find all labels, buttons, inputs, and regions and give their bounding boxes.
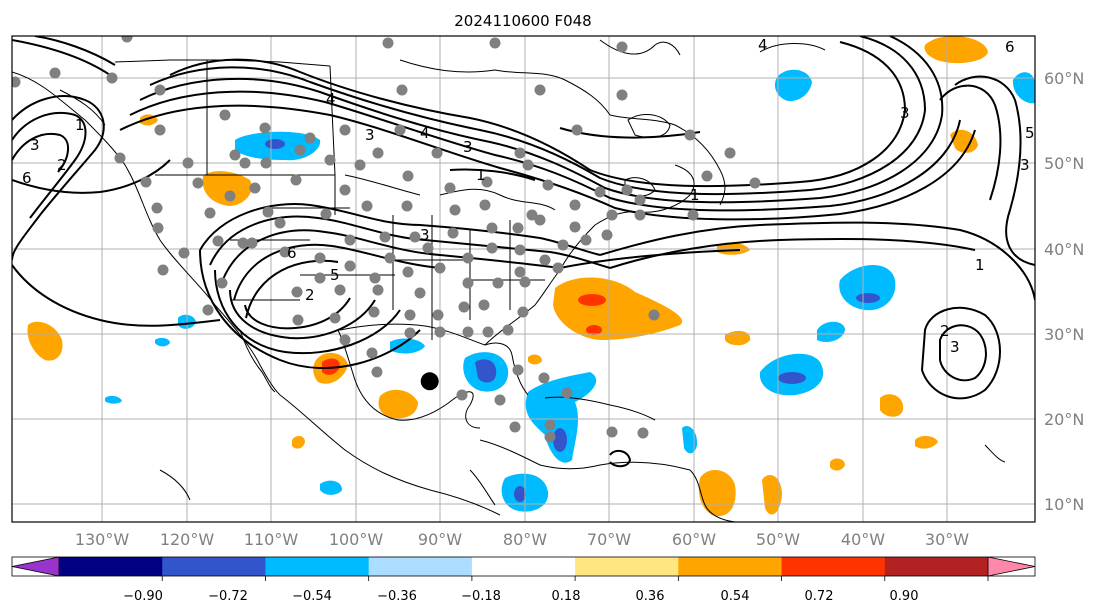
colorbar-cell (471, 557, 576, 576)
lon-tick-label: 60°W (672, 530, 716, 549)
map-panel: 6 3 2 1 4 3 3 1 3 6 5 2 4 1 4 3 1 2 3 6 (11, 35, 1036, 523)
contour-lines (12, 36, 1035, 468)
lat-axis: 60°N 50°N 40°N 30°N 20°N 10°N (1044, 69, 1084, 514)
contour-label: 3 (365, 126, 375, 144)
lon-tick-label: 40°W (841, 530, 885, 549)
lon-tick-label: 130°W (75, 530, 130, 549)
colorbar-tick-label: 0.54 (721, 589, 750, 604)
lon-tick-label: 30°W (925, 530, 969, 549)
colorbar-tick-label: −0.72 (208, 589, 248, 604)
contour-label: 4 (420, 124, 430, 142)
colorbar-tick-label: −0.54 (292, 589, 332, 604)
station-dots (12, 36, 761, 443)
colorbar-extend-low (11, 556, 60, 577)
contour-label: 3 (463, 138, 473, 156)
colorbar-cell (678, 557, 783, 576)
lon-axis: 130°W 120°W 110°W 100°W 90°W 80°W 70°W 6… (75, 530, 969, 549)
contour-label: 3 (900, 104, 910, 122)
contour-label: 3 (1020, 156, 1030, 174)
lon-tick-label: 120°W (160, 530, 215, 549)
lon-tick-label: 110°W (244, 530, 299, 549)
contour-label: 2 (57, 156, 67, 174)
contour-label: 6 (1005, 38, 1015, 56)
contour-label: 1 (690, 186, 700, 204)
lon-tick-label: 80°W (503, 530, 547, 549)
contour-label: 3 (950, 338, 960, 356)
colorbar-tick-label: −0.90 (123, 589, 163, 604)
colorbar-extend-high (987, 556, 1036, 577)
colorbar-cell (265, 557, 370, 576)
contour-label: 4 (326, 90, 336, 108)
colorbar-cell (59, 557, 163, 576)
contour-label: 3 (420, 226, 430, 244)
marked-location-dot (420, 372, 439, 391)
map-title: 2024110600 F048 (454, 12, 591, 30)
contour-label: 6 (287, 244, 297, 262)
colorbar-cell (575, 557, 679, 576)
colorbar: −0.90 −0.72 −0.54 −0.36 −0.18 0.18 0.36 … (11, 556, 1036, 604)
lon-tick-label: 50°W (756, 530, 800, 549)
colorbar-tick-label: 0.18 (552, 589, 581, 604)
lon-tick-label: 100°W (329, 530, 384, 549)
lat-tick-label: 30°N (1044, 325, 1084, 344)
colorbar-cell (368, 557, 473, 576)
colorbar-cell (884, 557, 989, 576)
lat-tick-label: 40°N (1044, 240, 1084, 259)
colorbar-tick-label: 0.72 (805, 589, 834, 604)
lat-tick-label: 10°N (1044, 495, 1084, 514)
contour-label: 5 (330, 266, 340, 284)
colorbar-tick-label: 0.36 (636, 589, 665, 604)
contour-label: 1 (75, 116, 85, 134)
contour-label: 2 (940, 322, 950, 340)
contour-label: 6 (22, 169, 32, 187)
colorbar-tick-label: −0.36 (377, 589, 417, 604)
colorbar-tick-label: −0.18 (461, 589, 501, 604)
lon-tick-label: 90°W (418, 530, 462, 549)
contour-label: 3 (30, 136, 40, 154)
contour-label: 5 (1025, 124, 1035, 142)
contour-label: 1 (476, 166, 486, 184)
colorbar-tick-label: 0.90 (890, 589, 919, 604)
lat-tick-label: 60°N (1044, 69, 1084, 88)
contour-label: 4 (758, 36, 768, 54)
lat-tick-label: 50°N (1044, 154, 1084, 173)
contour-label: 2 (305, 286, 315, 304)
lat-tick-label: 20°N (1044, 410, 1084, 429)
colorbar-cell (162, 557, 266, 576)
colorbar-cell (781, 557, 886, 576)
map-frame (11, 35, 1036, 523)
contour-label: 1 (975, 256, 985, 274)
lon-tick-label: 70°W (587, 530, 631, 549)
contour-labels: 6 3 2 1 4 3 3 1 3 6 5 2 4 1 4 3 1 2 3 6 (22, 36, 1035, 356)
colorbar-frame (11, 556, 1036, 577)
